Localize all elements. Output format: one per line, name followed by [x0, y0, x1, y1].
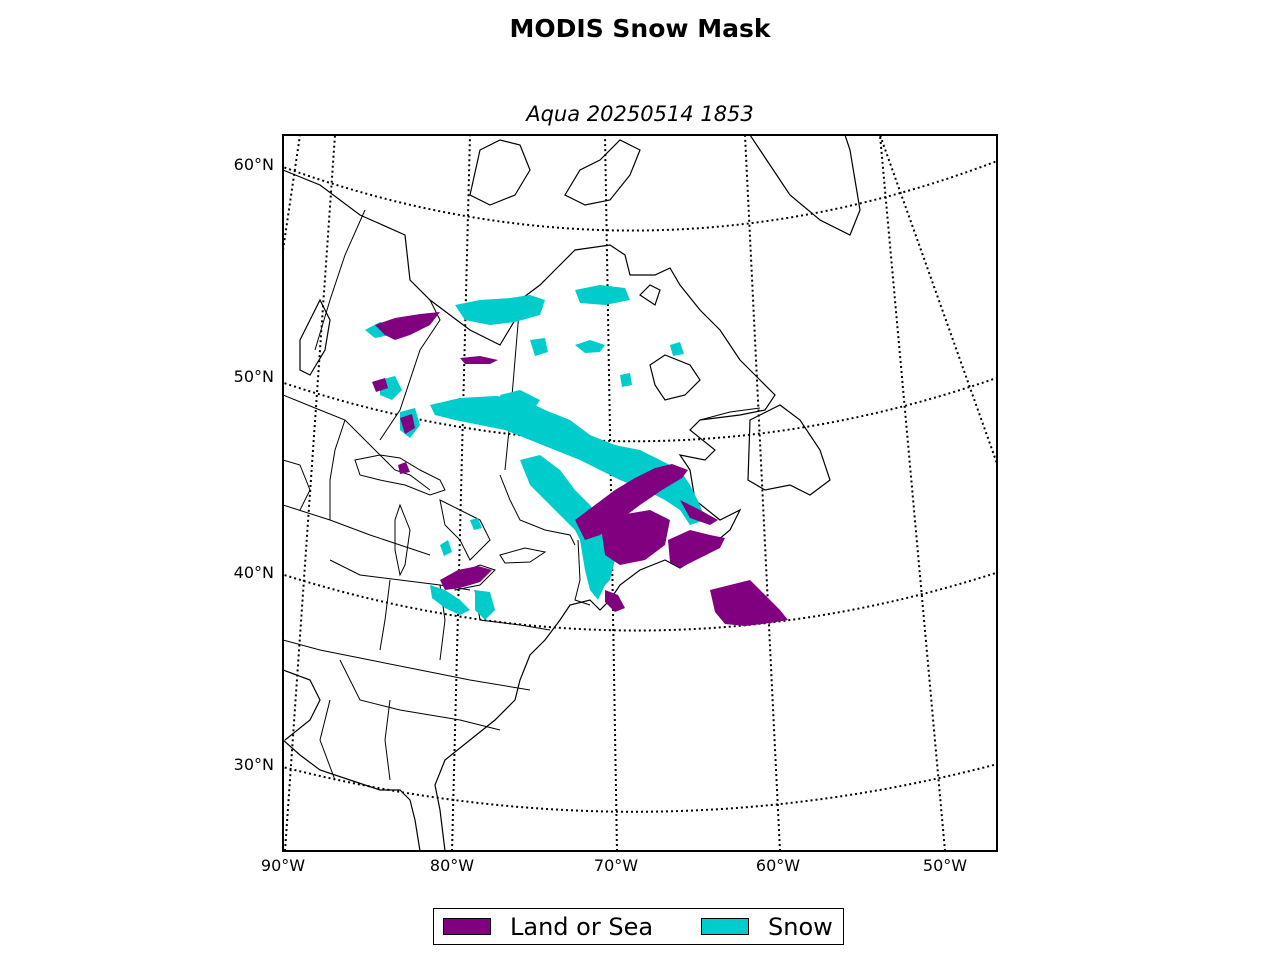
lon-label-60: 60°W: [756, 856, 800, 875]
lat-label-50: 50°N: [234, 367, 274, 386]
lat-label-40: 40°N: [234, 563, 274, 582]
land-or-sea-areas: [372, 312, 788, 626]
lat-label-30: 30°N: [234, 755, 274, 774]
legend-swatch-snow: [701, 918, 750, 935]
map-content: [283, 135, 997, 851]
lon-label-70: 70°W: [594, 856, 638, 875]
snow-areas: [365, 285, 705, 620]
lat-label-60: 60°N: [234, 155, 274, 174]
legend-label-land-or-sea: Land or Sea: [510, 912, 654, 941]
legend-item-land-or-sea: Land or Sea: [443, 913, 653, 941]
lon-label-90: 90°W: [261, 856, 305, 875]
great-lakes: [354, 454, 547, 591]
legend-item-snow: Snow: [701, 913, 833, 941]
map-frame: [282, 134, 998, 852]
map-title: MODIS Snow Mask: [509, 14, 771, 43]
map-subtitle: Aqua 20250514 1853: [526, 102, 754, 126]
legend-swatch-land-or-sea: [443, 918, 491, 935]
legend: Land or Sea Snow: [433, 908, 844, 945]
longitude-lines: [283, 135, 997, 851]
lon-label-50: 50°W: [923, 856, 967, 875]
latitude-lines: [283, 159, 997, 813]
legend-label-snow: Snow: [768, 912, 833, 941]
lon-label-80: 80°W: [430, 856, 474, 875]
